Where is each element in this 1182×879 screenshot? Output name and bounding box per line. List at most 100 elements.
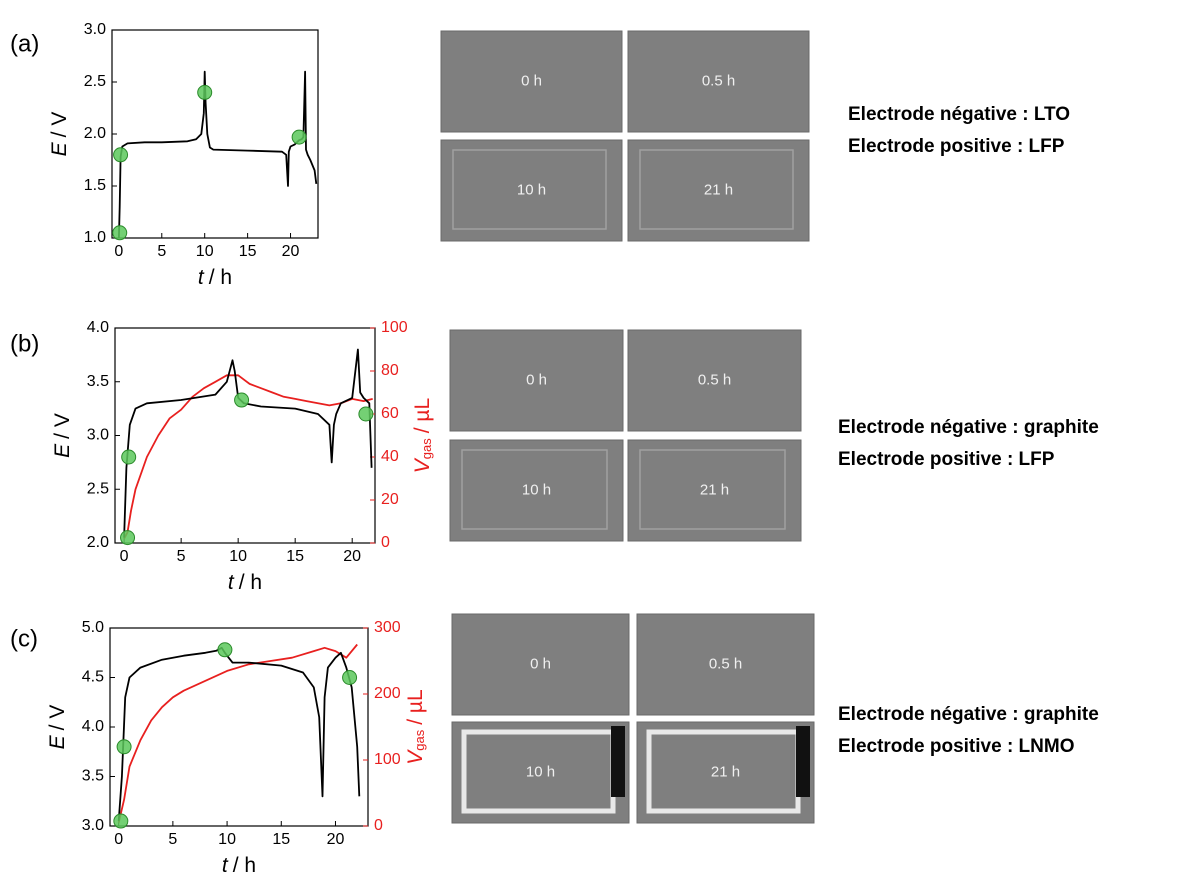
image-label: 0 h	[530, 655, 551, 672]
y2-tick-label: 20	[381, 491, 399, 508]
image-label: 0.5 h	[709, 655, 742, 672]
plot-frame	[114, 327, 376, 544]
plot-frame	[111, 29, 319, 239]
axis-unit: / h	[239, 571, 262, 594]
image-panel	[627, 30, 810, 133]
axis-symbol: V	[411, 457, 434, 473]
axis-subscript: gas	[419, 438, 434, 459]
axis-subscript: gas	[412, 729, 427, 750]
axis-symbol: E	[48, 141, 71, 156]
axis-symbol: t	[228, 571, 235, 594]
marker	[113, 813, 129, 829]
image-panel	[451, 721, 630, 824]
image-label: 10 h	[517, 181, 546, 198]
y-tick-label: 4.0	[82, 718, 104, 735]
y2-tick-label: 80	[381, 362, 399, 379]
axis-unit: / V	[48, 112, 71, 138]
image-panel	[451, 613, 630, 716]
image-panel	[449, 439, 624, 542]
axis-unit: / µL	[411, 398, 434, 433]
x-tick-label: 5	[157, 243, 166, 260]
x-tick-label: 20	[327, 831, 345, 848]
x-tick-label: 0	[114, 243, 123, 260]
axis-symbol: t	[198, 266, 205, 289]
image-label: 0 h	[521, 72, 542, 89]
marker	[197, 84, 213, 100]
marker	[342, 670, 358, 685]
axis-label: t / h	[198, 266, 232, 289]
image-feature	[452, 149, 607, 230]
x-tick-label: 10	[218, 831, 236, 848]
image-panel	[627, 139, 810, 242]
y-tick-label: 4.0	[87, 319, 109, 336]
y-tick-label: 2.5	[84, 73, 106, 90]
y-tick-label: 3.0	[82, 817, 104, 834]
y-tick-label: 3.0	[87, 427, 109, 444]
y2-tick-label: 300	[374, 619, 401, 636]
data-line	[123, 348, 373, 538]
image-label: 10 h	[526, 763, 555, 780]
y2-tick-label: 60	[381, 405, 399, 422]
image-panel	[627, 439, 802, 542]
axis-unit: / V	[51, 413, 74, 439]
image-panel	[627, 329, 802, 432]
marker	[120, 530, 136, 546]
data-line	[118, 70, 318, 239]
axis-unit: / h	[209, 266, 232, 289]
axis-label: E / V	[48, 112, 71, 157]
axis-label: E / V	[46, 705, 69, 750]
axis-label: Vgas / µL	[411, 398, 435, 473]
axis-unit: / µL	[404, 689, 427, 724]
image-label: 0 h	[526, 371, 547, 388]
y-tick-label: 2.0	[84, 125, 106, 142]
axis-label: E / V	[51, 413, 74, 458]
image-label: 21 h	[704, 181, 733, 198]
x-tick-label: 15	[286, 548, 304, 565]
y2-tick-label: 40	[381, 448, 399, 465]
axis-symbol: t	[222, 854, 229, 877]
y2-tick-label: 100	[381, 319, 408, 336]
y-tick-label: 1.5	[84, 177, 106, 194]
image-label: 10 h	[522, 481, 551, 498]
axis-symbol: E	[46, 734, 69, 749]
x-tick-label: 0	[114, 831, 123, 848]
y-tick-label: 2.5	[87, 480, 109, 497]
image-feature	[639, 449, 786, 530]
panel-label: (a)	[10, 30, 39, 57]
data-line	[123, 374, 373, 540]
axis-unit: / V	[46, 705, 69, 731]
plot-frame	[109, 627, 369, 827]
y-tick-label: 3.5	[82, 768, 104, 785]
marker	[291, 129, 307, 145]
image-panel	[449, 329, 624, 432]
data-line	[117, 646, 361, 822]
panel-label: (b)	[10, 330, 39, 357]
image-feature	[611, 726, 625, 797]
x-tick-label: 20	[343, 548, 361, 565]
y2-tick-label: 100	[374, 751, 401, 768]
electrode-label: Electrode positive : LFP	[848, 136, 1065, 157]
y2-tick-label: 0	[374, 817, 383, 834]
y-tick-label: 3.0	[84, 21, 106, 38]
electrode-label: Electrode négative : graphite	[838, 704, 1099, 725]
axis-label: t / h	[228, 571, 262, 594]
image-panel	[440, 30, 623, 133]
axis-symbol: V	[404, 749, 427, 765]
y-tick-label: 2.0	[87, 534, 109, 551]
marker	[113, 147, 129, 163]
image-feature	[796, 726, 810, 797]
y-tick-label: 5.0	[82, 619, 104, 636]
image-feature	[639, 149, 794, 230]
marker	[358, 406, 374, 422]
x-tick-label: 5	[177, 548, 186, 565]
marker	[112, 225, 128, 241]
marker	[116, 739, 132, 755]
x-tick-label: 15	[239, 243, 257, 260]
electrode-label: Electrode négative : graphite	[838, 417, 1099, 438]
x-tick-label: 15	[272, 831, 290, 848]
y-tick-label: 1.0	[84, 229, 106, 246]
electrode-label: Electrode négative : LTO	[848, 104, 1070, 125]
image-label: 21 h	[700, 481, 729, 498]
marker	[121, 449, 137, 465]
